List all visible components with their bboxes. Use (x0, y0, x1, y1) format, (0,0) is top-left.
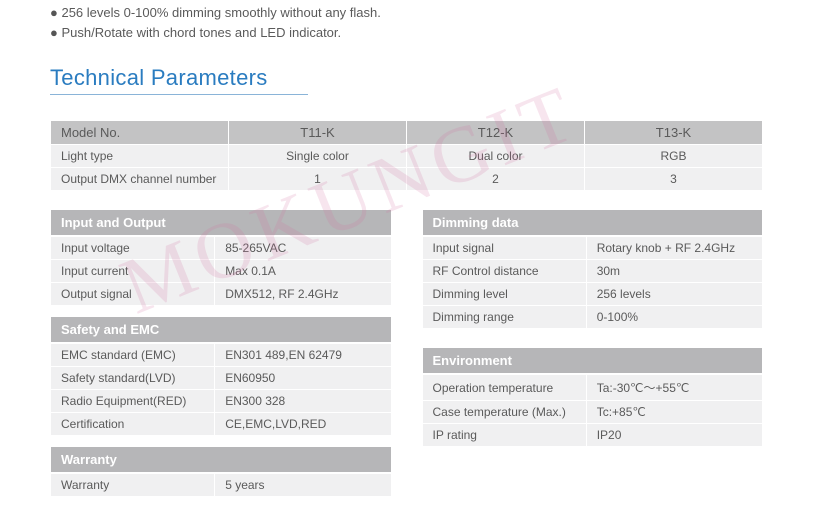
model-table-row: Light type Single color Dual color RGB (51, 145, 763, 168)
section-title: Warranty (50, 446, 392, 473)
spec-val: DMX512, RF 2.4GHz (215, 283, 391, 306)
section-title: Safety and EMC (50, 316, 392, 343)
spec-val: EN300 328 (215, 390, 391, 413)
right-column: Dimming data Input signalRotary knob + R… (422, 209, 764, 507)
spec-val: CE,EMC,LVD,RED (215, 413, 391, 436)
spec-val: 85-265VAC (215, 237, 391, 260)
model-table-cell: RGB (585, 145, 763, 168)
spec-key: Output signal (51, 283, 215, 306)
feature-bullets: 256 levels 0-100% dimming smoothly witho… (50, 5, 763, 40)
bullet-item: Push/Rotate with chord tones and LED ind… (50, 25, 763, 40)
spec-val: Max 0.1A (215, 260, 391, 283)
spec-val: IP20 (586, 424, 762, 447)
spec-val: Tc:+85℃ (586, 401, 762, 424)
model-table-header: Model No. T11-K T12-K T13-K (51, 121, 763, 145)
spec-table: Operation temperatureTa:-30℃～+55℃ Case t… (422, 374, 764, 447)
spec-val: Rotary knob + RF 2.4GHz (586, 237, 762, 260)
spec-table: Input voltage85-265VAC Input currentMax … (50, 236, 392, 306)
spec-key: Warranty (51, 474, 215, 497)
section-heading: Technical Parameters (50, 65, 308, 95)
spec-val: 0-100% (586, 306, 762, 329)
section-input-output: Input and Output Input voltage85-265VAC … (50, 209, 392, 306)
spec-key: RF Control distance (422, 260, 586, 283)
spec-key: Dimming range (422, 306, 586, 329)
model-table-cell: Model No. (51, 121, 229, 145)
section-title: Environment (422, 347, 764, 374)
model-table-cell: Dual color (407, 145, 585, 168)
spec-key: EMC standard (EMC) (51, 344, 215, 367)
section-environment: Environment Operation temperatureTa:-30℃… (422, 347, 764, 447)
spec-key: Certification (51, 413, 215, 436)
spec-table: EMC standard (EMC)EN301 489,EN 62479 Saf… (50, 343, 392, 436)
model-table-row: Output DMX channel number 1 2 3 (51, 168, 763, 191)
left-column: Input and Output Input voltage85-265VAC … (50, 209, 392, 507)
spec-table: Input signalRotary knob + RF 2.4GHz RF C… (422, 236, 764, 329)
spec-key: Safety standard(LVD) (51, 367, 215, 390)
spec-key: Input voltage (51, 237, 215, 260)
spec-val: 256 levels (586, 283, 762, 306)
model-table-cell: Output DMX channel number (51, 168, 229, 191)
section-warranty: Warranty Warranty5 years (50, 446, 392, 497)
spec-key: Radio Equipment(RED) (51, 390, 215, 413)
spec-key: Operation temperature (422, 375, 586, 401)
spec-key: Input current (51, 260, 215, 283)
spec-val: 5 years (215, 474, 391, 497)
model-table-cell: Single color (229, 145, 407, 168)
model-table-cell: T11-K (229, 121, 407, 145)
spec-val: 30m (586, 260, 762, 283)
spec-key: Dimming level (422, 283, 586, 306)
model-table-cell: 3 (585, 168, 763, 191)
model-table-cell: 1 (229, 168, 407, 191)
spec-key: Input signal (422, 237, 586, 260)
model-table-cell: Light type (51, 145, 229, 168)
spec-key: IP rating (422, 424, 586, 447)
model-table-cell: 2 (407, 168, 585, 191)
section-safety-emc: Safety and EMC EMC standard (EMC)EN301 4… (50, 316, 392, 436)
two-column-layout: Input and Output Input voltage85-265VAC … (50, 209, 763, 507)
spec-val: Ta:-30℃～+55℃ (586, 375, 762, 401)
spec-val: EN301 489,EN 62479 (215, 344, 391, 367)
section-title: Dimming data (422, 209, 764, 236)
bullet-item: 256 levels 0-100% dimming smoothly witho… (50, 5, 763, 20)
section-title: Input and Output (50, 209, 392, 236)
model-table-cell: T13-K (585, 121, 763, 145)
spec-val: EN60950 (215, 367, 391, 390)
model-table-cell: T12-K (407, 121, 585, 145)
model-table: Model No. T11-K T12-K T13-K Light type S… (50, 120, 763, 191)
section-dimming: Dimming data Input signalRotary knob + R… (422, 209, 764, 329)
page: MOKUNGIT 256 levels 0-100% dimming smoot… (0, 0, 813, 507)
spec-table: Warranty5 years (50, 473, 392, 497)
spec-key: Case temperature (Max.) (422, 401, 586, 424)
